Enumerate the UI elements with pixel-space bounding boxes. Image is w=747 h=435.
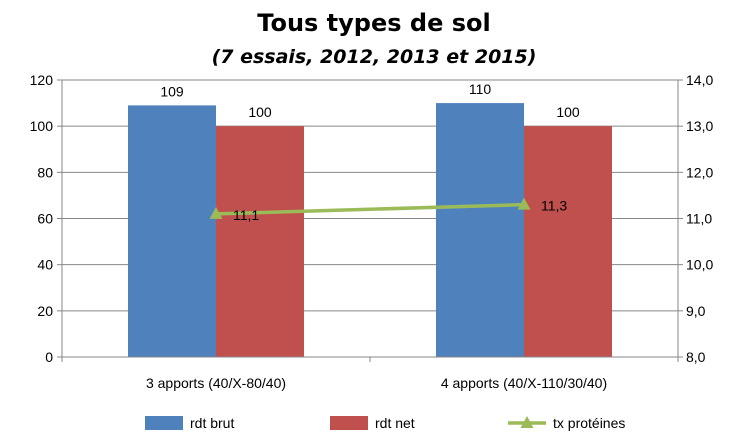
- category-label: 3 apports (40/X-80/40): [146, 375, 286, 391]
- data-labels: 109 100 110 100 11,1 11,3: [160, 81, 580, 223]
- legend-swatch: [330, 416, 368, 430]
- bar-data-label: 100: [248, 104, 272, 120]
- y2-tick-label: 13,0: [686, 118, 713, 134]
- chart-title: Tous types de sol: [257, 9, 490, 37]
- bar-rdt-brut: [436, 103, 524, 357]
- bar-data-label: 109: [160, 83, 184, 99]
- y2-tick-label: 10,0: [686, 257, 713, 273]
- y2-tick-label: 12,0: [686, 164, 713, 180]
- y-tick-label: 100: [30, 118, 54, 134]
- protein-line: [209, 197, 531, 219]
- y2-tick-label: 14,0: [686, 72, 713, 88]
- bar-data-label: 110: [469, 81, 492, 97]
- legend-label: tx protéines: [553, 415, 625, 431]
- y-tick-label: 60: [37, 211, 53, 227]
- line-point-marker: [517, 197, 531, 210]
- bar-rdt-net: [216, 126, 304, 358]
- legend-swatch: [145, 416, 183, 430]
- axes: 0 20 40 60 80 100 120 8,0 9,0 10,0 11,0 12,0 13,0 14,…: [30, 72, 714, 391]
- legend-label: rdt brut: [190, 415, 234, 431]
- y-tick-label: 0: [45, 349, 53, 365]
- bar-rdt-brut: [128, 105, 216, 358]
- bars: [128, 103, 612, 358]
- y-tick-label: 40: [37, 257, 53, 273]
- chart-subtitle: (7 essais, 2012, 2013 et 2015): [212, 46, 537, 68]
- y-tick-label: 20: [37, 303, 53, 319]
- y2-tick-label: 11,0: [686, 211, 712, 227]
- legend-marker: [520, 416, 534, 428]
- legend: rdt brut rdt net tx protéines: [145, 415, 625, 431]
- y2-tick-label: 9,0: [686, 303, 706, 319]
- line-point-marker: [209, 206, 223, 219]
- legend-label: rdt net: [375, 415, 415, 431]
- y-tick-label: 120: [30, 72, 54, 88]
- bar-rdt-net: [524, 126, 612, 358]
- y-tick-label: 80: [37, 164, 53, 180]
- bar-data-label: 100: [556, 104, 580, 120]
- series-line-tx-protéines: [215, 202, 525, 216]
- y2-tick-label: 8,0: [686, 349, 706, 365]
- category-label: 4 apports (40/X-110/30/40): [441, 375, 607, 391]
- line-data-label: 11,3: [541, 198, 567, 214]
- line-data-label: 11,1: [233, 207, 259, 223]
